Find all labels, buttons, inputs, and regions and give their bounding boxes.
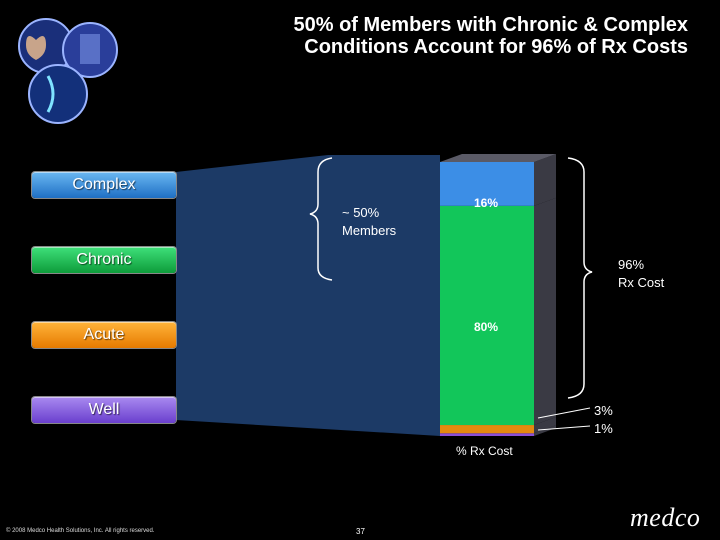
bar-top-cap: [440, 154, 556, 162]
rx-cost-annotation-line-1: 96%: [618, 257, 645, 272]
segment-chronic-label: Chronic: [76, 251, 132, 268]
data-label-complex: 16%: [474, 196, 499, 210]
rx-cost-annotation: 96% Rx Cost: [618, 256, 664, 292]
bar-side-acute: [534, 417, 556, 434]
funnel-shape: [176, 155, 440, 436]
slide-title: 50% of Members with Chronic & Complex Co…: [168, 14, 688, 58]
members-bracket: [309, 157, 333, 281]
data-label-well: 1%: [594, 421, 613, 436]
segment-well: Well: [32, 397, 176, 423]
title-line-2: Conditions Account for 96% of Rx Costs: [304, 36, 688, 58]
bar-segment-chronic: [440, 205, 534, 426]
leader-3pct: [537, 407, 591, 419]
bar-group: [440, 154, 556, 436]
bar-side-complex: [534, 154, 556, 206]
copyright-notice: © 2008 Medco Health Solutions, Inc. All …: [6, 528, 155, 534]
bar-side-chronic: [534, 197, 556, 426]
page-number: 37: [356, 527, 365, 536]
data-label-chronic: 80%: [474, 320, 499, 334]
rx-cost-bracket: [567, 157, 593, 399]
bar-segment-well: [440, 433, 534, 436]
brand-logo: medco: [630, 503, 701, 532]
rx-cost-annotation-line-2: Rx Cost: [618, 275, 665, 290]
x-axis-label: % Rx Cost: [456, 444, 513, 458]
members-annotation: ~ 50% Members: [342, 204, 396, 240]
data-label-acute: 3%: [594, 403, 613, 418]
segment-complex: Complex: [32, 172, 176, 198]
segment-acute: Acute: [32, 322, 176, 348]
decorative-orbs-logo: [18, 18, 118, 124]
members-annotation-line-2: Members: [342, 223, 397, 238]
title-line-1: 50% of Members with Chronic & Complex: [293, 14, 688, 36]
segment-complex-label: Complex: [72, 176, 136, 193]
bar-side-well: [534, 425, 556, 436]
segment-acute-label: Acute: [83, 326, 125, 343]
members-annotation-line-1: ~ 50%: [342, 205, 380, 220]
bar-segment-complex: [440, 162, 534, 206]
segment-well-label: Well: [88, 401, 120, 418]
bar-segment-acute: [440, 425, 534, 434]
leader-1pct: [537, 425, 591, 431]
segment-chronic: Chronic: [32, 247, 176, 273]
